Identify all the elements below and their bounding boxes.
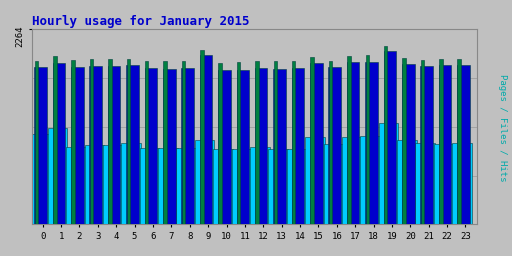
- Bar: [384, 46, 388, 224]
- Text: Hourly usage for January 2015: Hourly usage for January 2015: [32, 15, 249, 28]
- Bar: [328, 67, 341, 224]
- Text: Pages / Files / Hits: Pages / Files / Hits: [498, 74, 507, 182]
- Bar: [126, 59, 130, 224]
- Bar: [163, 69, 176, 224]
- Bar: [181, 68, 194, 224]
- Bar: [237, 70, 249, 224]
- Bar: [71, 60, 75, 224]
- Bar: [218, 70, 231, 224]
- Bar: [292, 68, 304, 224]
- Bar: [255, 68, 267, 224]
- Bar: [35, 61, 38, 224]
- Bar: [310, 63, 323, 224]
- Bar: [66, 147, 86, 224]
- Bar: [439, 59, 442, 224]
- Bar: [200, 55, 212, 224]
- Bar: [108, 59, 112, 224]
- Bar: [324, 144, 343, 224]
- Bar: [53, 56, 56, 224]
- Bar: [273, 69, 286, 224]
- Bar: [292, 61, 295, 224]
- Bar: [163, 61, 167, 224]
- Bar: [158, 148, 178, 224]
- Bar: [48, 128, 68, 224]
- Bar: [103, 145, 122, 224]
- Bar: [310, 57, 314, 224]
- Bar: [90, 66, 102, 224]
- Bar: [213, 149, 233, 224]
- Bar: [140, 148, 159, 224]
- Bar: [126, 65, 139, 224]
- Bar: [347, 62, 359, 224]
- Bar: [237, 62, 240, 224]
- Bar: [439, 65, 451, 224]
- Bar: [195, 140, 215, 224]
- Bar: [347, 56, 351, 224]
- Bar: [255, 61, 259, 224]
- Bar: [219, 63, 222, 224]
- Bar: [121, 143, 141, 224]
- Bar: [305, 137, 325, 224]
- Bar: [34, 67, 47, 224]
- Bar: [329, 61, 332, 224]
- Bar: [383, 51, 396, 224]
- Bar: [452, 143, 472, 224]
- Bar: [53, 63, 65, 224]
- Bar: [71, 67, 83, 224]
- Bar: [177, 148, 196, 224]
- Bar: [250, 147, 269, 224]
- Bar: [457, 65, 470, 224]
- Bar: [145, 61, 148, 224]
- Bar: [402, 58, 406, 224]
- Bar: [421, 60, 424, 224]
- Bar: [397, 140, 417, 224]
- Bar: [231, 149, 251, 224]
- Bar: [457, 59, 461, 224]
- Bar: [273, 61, 277, 224]
- Bar: [268, 149, 288, 224]
- Bar: [29, 134, 49, 224]
- Bar: [200, 50, 204, 224]
- Bar: [434, 144, 454, 224]
- Bar: [287, 149, 306, 224]
- Bar: [182, 61, 185, 224]
- Bar: [144, 68, 157, 224]
- Bar: [415, 143, 435, 224]
- Bar: [420, 66, 433, 224]
- Bar: [90, 59, 93, 224]
- Bar: [366, 55, 369, 224]
- Bar: [379, 123, 398, 224]
- Bar: [342, 137, 361, 224]
- Bar: [365, 62, 378, 224]
- Bar: [360, 136, 380, 224]
- Bar: [108, 66, 120, 224]
- Bar: [402, 64, 415, 224]
- Bar: [84, 145, 104, 224]
